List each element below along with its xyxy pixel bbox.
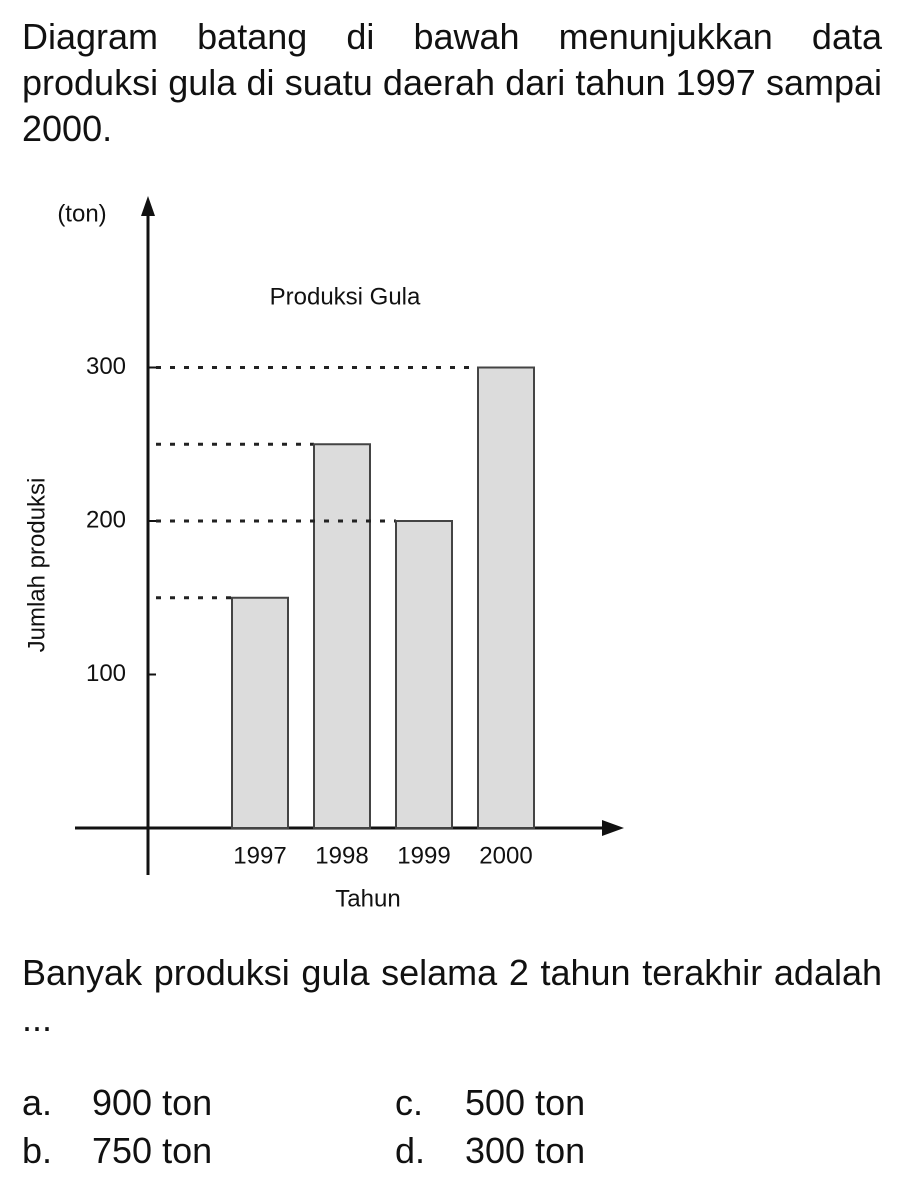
- y-unit: (ton): [57, 200, 106, 227]
- option: b. 750 ton: [22, 1130, 212, 1172]
- bar: [477, 366, 535, 829]
- x-arrow: [602, 820, 624, 836]
- bar: [395, 520, 453, 829]
- option-text: 300 ton: [465, 1130, 586, 1171]
- x-tick-label: 1998: [315, 842, 368, 869]
- x-tick-label: 2000: [479, 842, 532, 869]
- option-text: 750 ton: [92, 1130, 213, 1171]
- option: d. 300 ton: [395, 1130, 585, 1172]
- x-tick-label: 1997: [233, 842, 286, 869]
- option: c. 500 ton: [395, 1082, 585, 1124]
- option-text: 500 ton: [465, 1082, 586, 1123]
- option-label: b.: [22, 1130, 53, 1171]
- intro-text: Diagram batang di bawah menunjukkan data…: [22, 16, 882, 149]
- chart-title: Produksi Gula: [270, 283, 421, 310]
- option-label: a.: [22, 1082, 53, 1123]
- option-text: 900 ton: [92, 1082, 213, 1123]
- y-tick-label: 200: [86, 506, 126, 533]
- y-arrow: [141, 196, 155, 216]
- y-tick-label: 300: [86, 353, 126, 380]
- x-axis-label: Tahun: [335, 885, 400, 912]
- question-text: Banyak produksi gula selama 2 tahun tera…: [22, 952, 882, 1039]
- option-label: c.: [395, 1082, 424, 1123]
- option: a. 900 ton: [22, 1082, 212, 1124]
- option-label: d.: [395, 1130, 426, 1171]
- x-tick-label: 1999: [397, 842, 450, 869]
- y-axis-label: Jumlah produksi: [23, 478, 50, 653]
- bar: [313, 443, 371, 829]
- y-tick-label: 100: [86, 660, 126, 687]
- bar: [231, 596, 289, 829]
